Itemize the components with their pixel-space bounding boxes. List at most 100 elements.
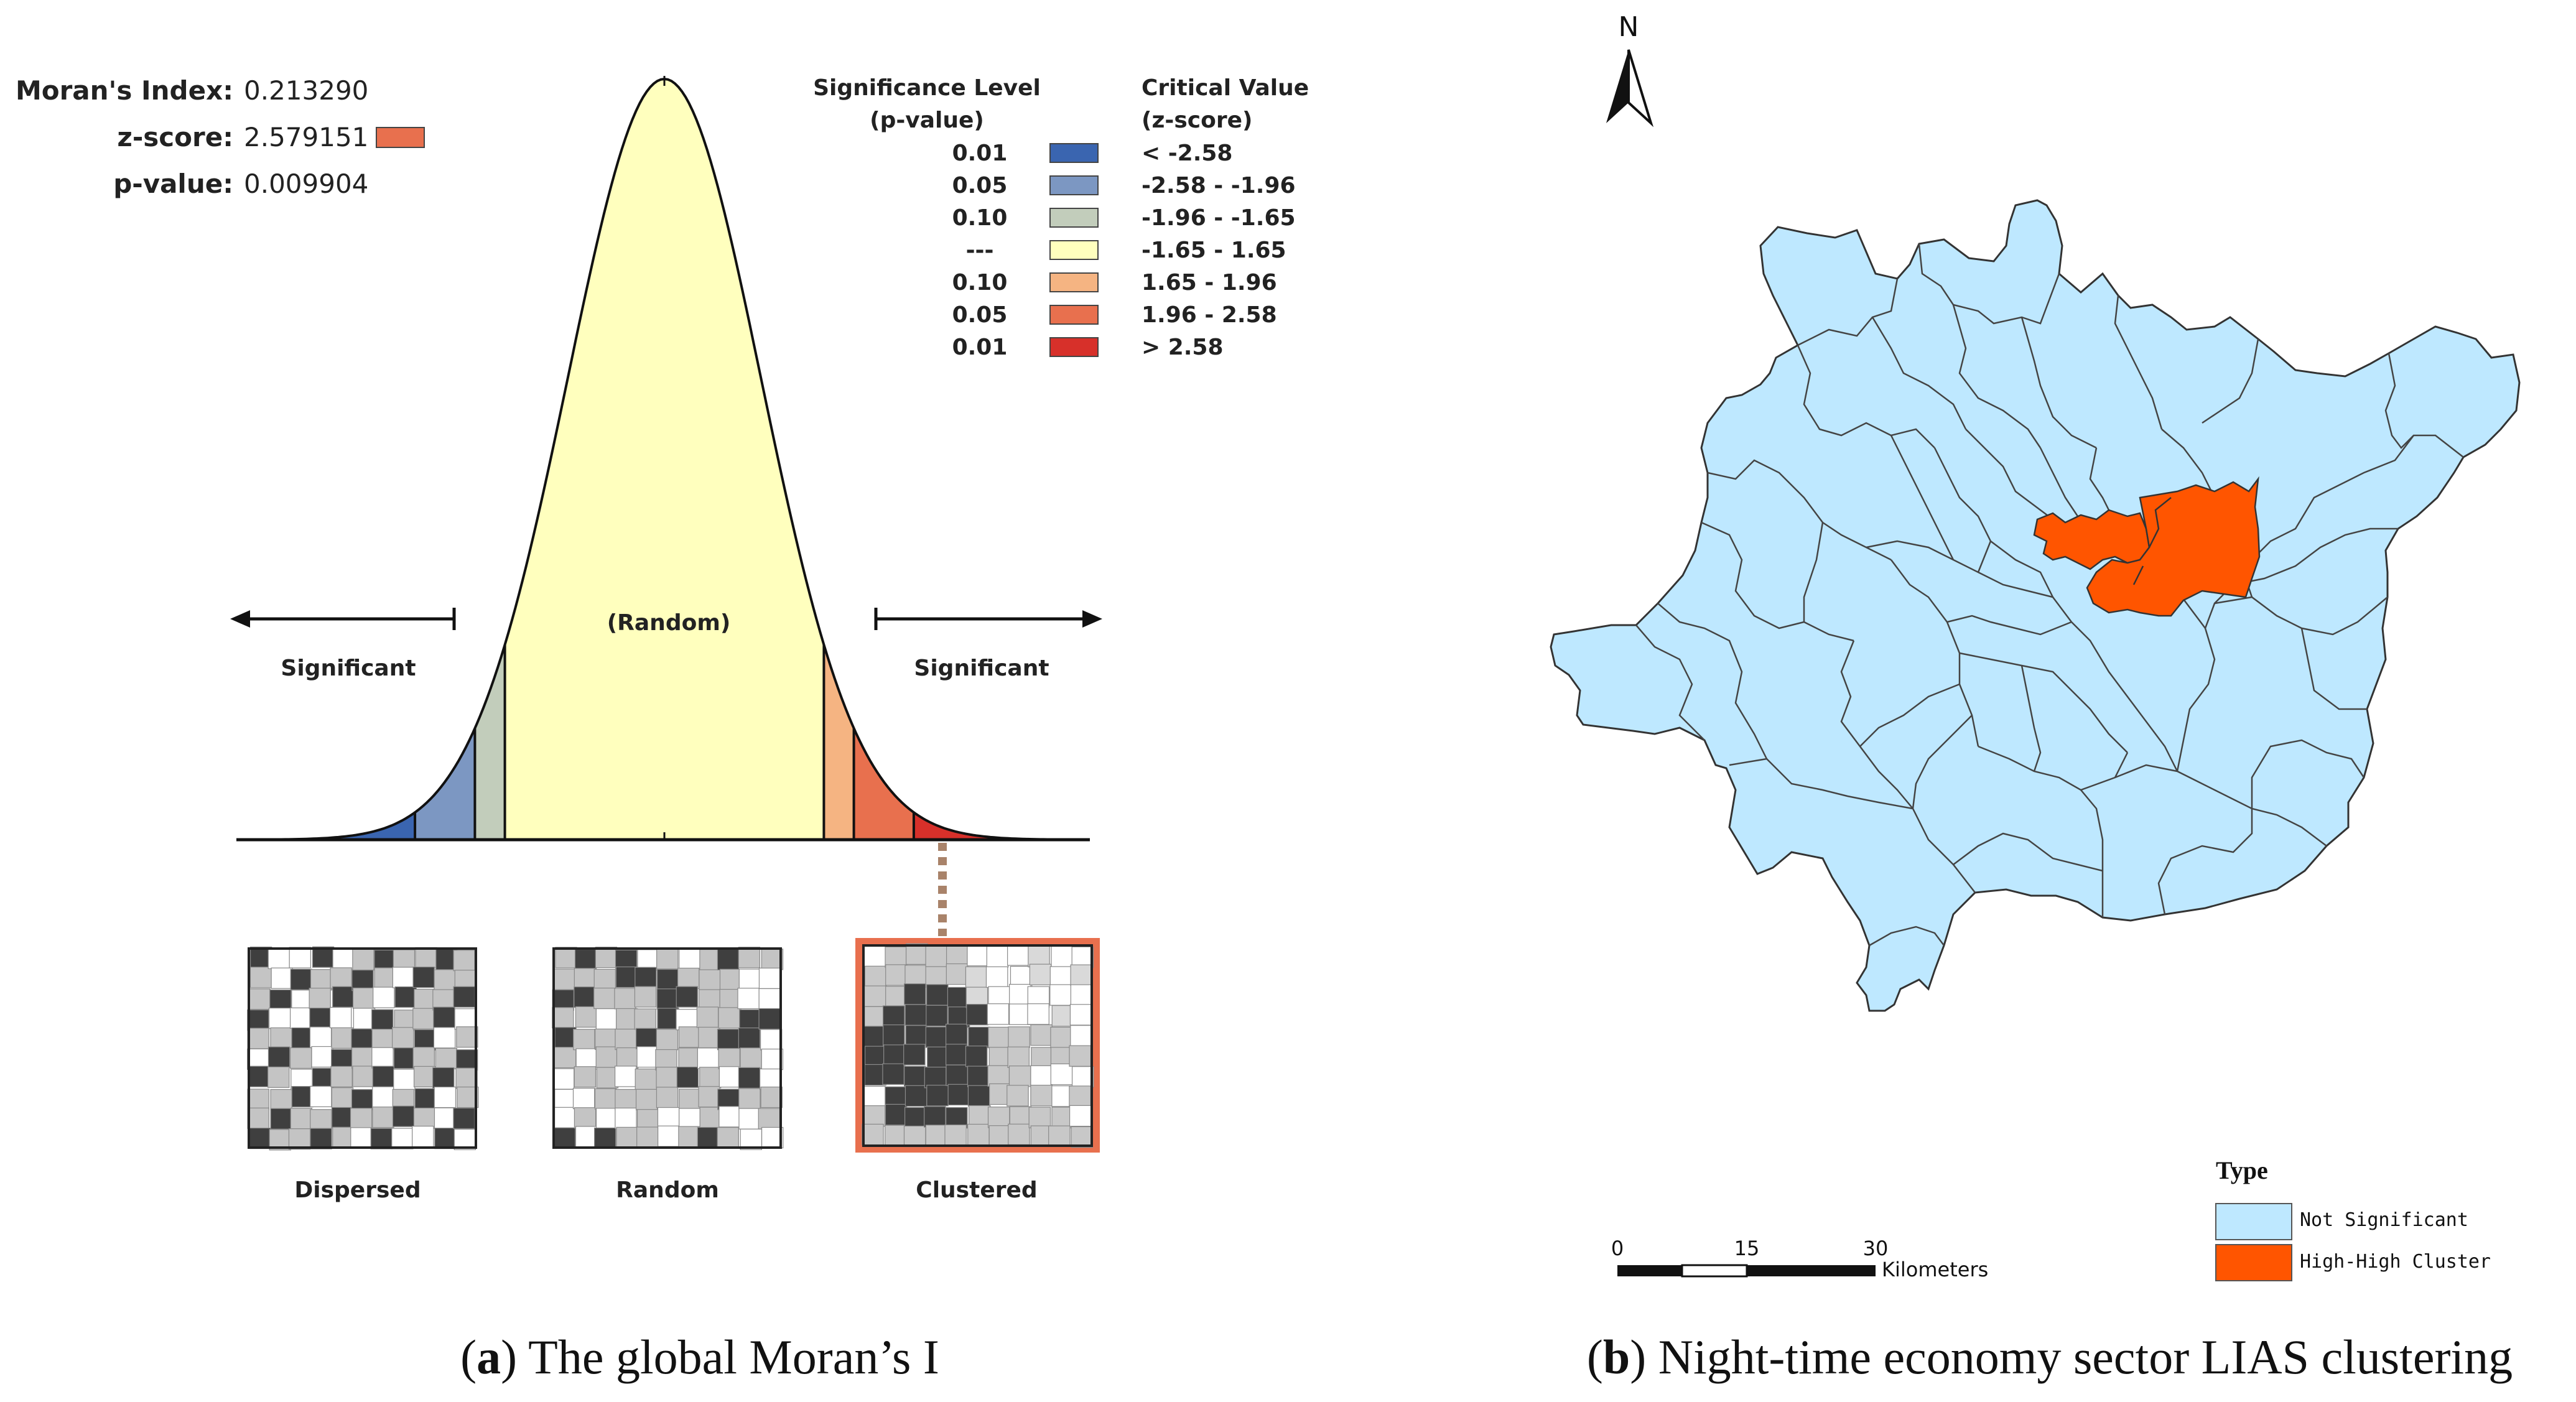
thumb-cell	[412, 967, 435, 988]
thumb-cell	[616, 1008, 638, 1030]
thumb-cell	[678, 1026, 701, 1048]
thumb-cell	[944, 1124, 967, 1146]
legend-p-value: 0.01	[952, 141, 1008, 166]
thumb-border	[862, 944, 1093, 1147]
thumb-cell	[615, 1028, 637, 1051]
thumb-cell	[760, 1029, 783, 1051]
legend-p-value: 0.05	[952, 302, 1008, 328]
thumb-cell	[554, 1127, 576, 1149]
legend-rows: 0.01 < -2.58 0.05 -2.58 - -1.96 0.10 -1.96 - …	[952, 141, 1296, 360]
thumb-cell	[249, 967, 272, 988]
thumb-cell	[968, 1026, 990, 1049]
thumb-cell	[678, 1126, 700, 1148]
thumb-cell	[738, 1088, 761, 1110]
thumb-cell	[454, 1008, 477, 1030]
thumb-cell	[351, 1047, 374, 1069]
thumb-cell	[270, 1089, 292, 1111]
thumb-cell	[966, 1004, 988, 1026]
thumb-cell	[862, 1026, 885, 1047]
thumb-cell	[927, 1046, 949, 1068]
thumb-cell	[268, 1008, 291, 1029]
thumb-cell	[1069, 1004, 1092, 1026]
thumb-cell	[863, 1105, 886, 1127]
thumb-cell	[985, 966, 1008, 988]
legend-z-range: > 2.58	[1142, 335, 1224, 360]
thumb-cell	[719, 968, 742, 990]
thumb-cell	[946, 1064, 968, 1087]
thumb-cell	[453, 1107, 475, 1130]
thumb-cell	[455, 1049, 478, 1071]
thumb-cell	[574, 1107, 597, 1129]
thumb-cell	[331, 1107, 354, 1129]
thumb-cell	[882, 1005, 905, 1027]
thumb-cell	[391, 1128, 414, 1149]
thumb-cell	[883, 1044, 906, 1066]
curve-band-dividers	[414, 644, 915, 840]
thumb-cell	[574, 987, 596, 1008]
thumb-cell	[1009, 1003, 1031, 1025]
thumb-cell	[310, 1109, 332, 1131]
significance-legend: Significance Level (p-value) Critical Va…	[813, 75, 1309, 360]
thumb-border	[552, 947, 782, 1149]
thumb-cell	[634, 986, 657, 1008]
thumb-cell	[1010, 965, 1033, 988]
thumb-cell	[969, 1105, 991, 1127]
thumb-cell	[289, 1047, 312, 1069]
thumb-cell	[351, 1028, 373, 1050]
left-arrow-head	[230, 610, 250, 628]
sig-level-header: Significance Level	[813, 75, 1041, 101]
thumb-cell	[595, 1008, 618, 1030]
caption-b: (b) Night-time economy sector LIAS clust…	[1587, 1330, 2513, 1384]
thumb-cell	[1028, 945, 1050, 968]
thumb-cell	[635, 967, 657, 988]
thumb-cell	[413, 1107, 436, 1129]
thumb-cell	[434, 1086, 457, 1108]
thumb-cell	[863, 1085, 886, 1108]
thumb-cell	[904, 983, 926, 1005]
thumb-cell	[738, 947, 761, 968]
thumb-cell	[863, 945, 886, 967]
thumb-cell	[434, 1128, 457, 1149]
thumb-cell	[249, 1128, 272, 1149]
thumb-cell	[926, 984, 949, 1006]
random-label: (Random)	[607, 610, 731, 636]
thumb-cell	[947, 1084, 970, 1106]
thumb-cell	[372, 1086, 394, 1108]
thumb-cell	[433, 1006, 455, 1028]
thumb-cell	[352, 987, 375, 1009]
critical-value-header: Critical Value	[1142, 75, 1309, 101]
legend-swatch	[1049, 175, 1099, 195]
thumb-cell	[658, 1125, 680, 1147]
thumb-cell	[371, 1029, 394, 1051]
legend-z-range: -2.58 - -1.96	[1142, 173, 1296, 198]
thumb-cell	[987, 1065, 1010, 1087]
thumb-cell	[575, 1048, 598, 1070]
sig-level-subheader: (p-value)	[870, 108, 984, 133]
thumb-cell	[904, 1065, 926, 1088]
significant-right-label: Significant	[914, 656, 1049, 681]
significance-arrows: Significant Significant	[230, 608, 1102, 681]
thumb-cell	[331, 1027, 353, 1049]
thumb-cell	[926, 1085, 949, 1107]
thumb-cell	[698, 1086, 720, 1108]
map-legend: Type Not Significant High-High Cluster	[2215, 1156, 2491, 1281]
thumb-cell	[1069, 1085, 1091, 1107]
thumb-cell	[965, 1046, 988, 1067]
thumb-cell	[555, 947, 577, 968]
thumb-cell	[1069, 1105, 1092, 1127]
thumb-cell	[1051, 945, 1074, 967]
thumb-cell	[1008, 1123, 1030, 1146]
thumb-cell	[635, 1068, 657, 1090]
thumb-cell	[596, 1067, 619, 1089]
thumb-cell	[718, 1066, 742, 1088]
thumb-cell	[392, 967, 415, 988]
thumb-cell	[656, 1029, 679, 1051]
thumb-cell	[988, 1026, 1010, 1049]
thumb-cell	[676, 1066, 699, 1089]
thumb-cell	[885, 1125, 907, 1147]
thumb-cell	[967, 1123, 990, 1146]
thumb-cell	[1030, 1065, 1053, 1087]
thumb-cell	[289, 947, 311, 968]
thumb-cell	[945, 1023, 968, 1046]
thumb-cell	[1009, 983, 1031, 1006]
